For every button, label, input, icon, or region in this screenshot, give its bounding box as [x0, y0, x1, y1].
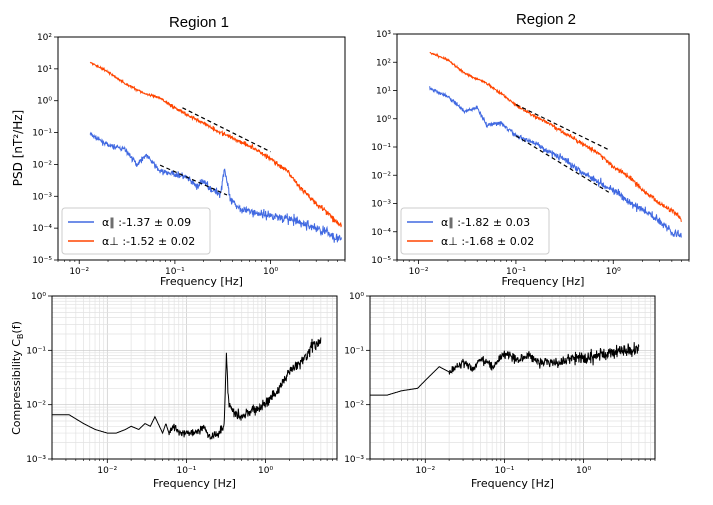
y-tick-label: 10⁻¹ — [344, 346, 364, 356]
legend-box — [400, 207, 550, 255]
minor-ticks — [57, 260, 346, 262]
axes-frame — [51, 295, 338, 460]
series-parallel — [429, 86, 682, 238]
compressibility-y-label-main: Compressibility C — [10, 339, 23, 435]
legend-label: α∥ :-1.82 ± 0.03 — [441, 216, 530, 229]
x-tick-label: 10⁻² — [97, 466, 117, 476]
x-axis-label: Frequency [Hz] — [160, 275, 243, 288]
y-tick-label: 10⁻³ — [26, 455, 46, 465]
minor-ticks — [396, 260, 690, 262]
psd-y-label: PSD [nT²/Hz] — [11, 110, 25, 186]
x-tick-label: 10⁰ — [263, 267, 278, 277]
x-tick-label: 10⁻¹ — [506, 267, 526, 277]
x-tick-label: 10⁰ — [606, 267, 621, 277]
y-tick-label: 10⁻³ — [344, 455, 364, 465]
y-tick-label: 10¹ — [37, 65, 52, 75]
x-tick-label: 10⁻¹ — [165, 267, 185, 277]
y-tick-label: 10⁻² — [371, 171, 391, 181]
x-axis-label: Frequency [Hz] — [153, 477, 236, 490]
series-perpendicular — [89, 61, 342, 228]
y-tick-label: 10³ — [376, 30, 391, 40]
x-tick-label: 10⁻¹ — [495, 466, 515, 476]
series-parallel — [89, 131, 342, 243]
series-compressibility — [52, 337, 322, 440]
compressibility-y-label-sub: B — [16, 334, 25, 340]
x-tick-label: 10⁻² — [409, 267, 429, 277]
compressibility-y-label-arg: (f) — [10, 321, 23, 333]
y-tick-label: 10⁻² — [26, 401, 46, 411]
series-perpendicular — [429, 51, 682, 222]
legend: α∥ :-1.82 ± 0.03 α⊥ :-1.68 ± 0.02 — [400, 207, 550, 255]
legend: α∥ :-1.37 ± 0.09 α⊥ :-1.52 ± 0.02 — [61, 207, 211, 255]
x-axis-label: Frequency [Hz] — [502, 275, 585, 288]
axes-frame — [369, 295, 656, 460]
grid — [369, 296, 656, 460]
y-tick-label: 10⁰ — [376, 115, 391, 125]
y-tick-label: 10⁻¹ — [32, 129, 52, 139]
compressibility-y-label: Compressibility CB(f) — [10, 321, 25, 435]
legend-label: α⊥ :-1.52 ± 0.02 — [102, 235, 195, 248]
y-tick-label: 10⁰ — [37, 97, 52, 107]
title-region-2: Region 2 — [516, 11, 576, 28]
x-tick-label: 10⁻¹ — [177, 466, 197, 476]
legend-box — [61, 207, 211, 255]
y-tick-label: 10⁻⁴ — [32, 224, 52, 234]
compressibility-region2-panel: 10⁻² 10⁻¹ 10⁰ 10⁻³ 10⁻² 10⁻¹ 10⁰ Frequency [Hz] — [344, 292, 656, 490]
y-tick-label: 10¹ — [376, 87, 391, 97]
grid — [51, 296, 338, 460]
x-axis-label: Frequency [Hz] — [471, 477, 554, 490]
legend-label: α⊥ :-1.68 ± 0.02 — [441, 235, 534, 248]
y-tick-label: 10⁻³ — [371, 200, 391, 210]
fit-line — [159, 164, 228, 196]
y-tick-label: 10⁻¹ — [26, 346, 46, 356]
x-tick-label: 10⁻² — [415, 466, 435, 476]
x-tick-label: 10⁰ — [576, 466, 591, 476]
psd-region2-panel: 10⁻² 10⁻¹ 10⁰ 10⁻⁵ 10⁻⁴ 10⁻³ 10⁻² 10⁻¹ 10⁰ 10¹ 10²… — [371, 30, 690, 288]
y-tick-label: 10⁻² — [344, 401, 364, 411]
y-tick-label: 10⁻² — [32, 160, 52, 170]
y-tick-label: 10⁻⁴ — [371, 228, 391, 238]
psd-region1-panel: 10⁻² 10⁻¹ 10⁰ 10⁻⁵ 10⁻⁴ 10⁻³ 10⁻² 10⁻¹ 10⁰ 10¹ 10²… — [32, 33, 346, 288]
minor-ticks — [369, 459, 656, 461]
minor-ticks — [51, 459, 338, 461]
y-tick-label: 10² — [376, 58, 391, 68]
y-tick-label: 10⁻⁵ — [371, 256, 391, 266]
y-tick-label: 10⁻³ — [32, 192, 52, 202]
axes-frame — [57, 36, 346, 261]
y-tick-label: 10⁻¹ — [371, 143, 391, 153]
y-tick-label: 10⁰ — [31, 292, 46, 302]
x-tick-label: 10⁰ — [258, 466, 273, 476]
y-tick-label: 10⁻⁵ — [32, 256, 52, 266]
fit-line — [515, 135, 610, 193]
compressibility-region1-panel: 10⁻² 10⁻¹ 10⁰ 10⁻³ 10⁻² 10⁻¹ 10⁰ Frequency [Hz] — [26, 292, 338, 490]
y-tick-label: 10² — [37, 33, 52, 43]
legend-label: α∥ :-1.37 ± 0.09 — [102, 216, 191, 229]
y-tick-label: 10⁰ — [349, 292, 364, 302]
x-tick-label: 10⁻² — [69, 267, 89, 277]
fit-line — [182, 107, 271, 153]
series-compressibility — [370, 342, 640, 396]
title-region-1: Region 1 — [169, 14, 229, 31]
fit-line — [515, 103, 610, 151]
